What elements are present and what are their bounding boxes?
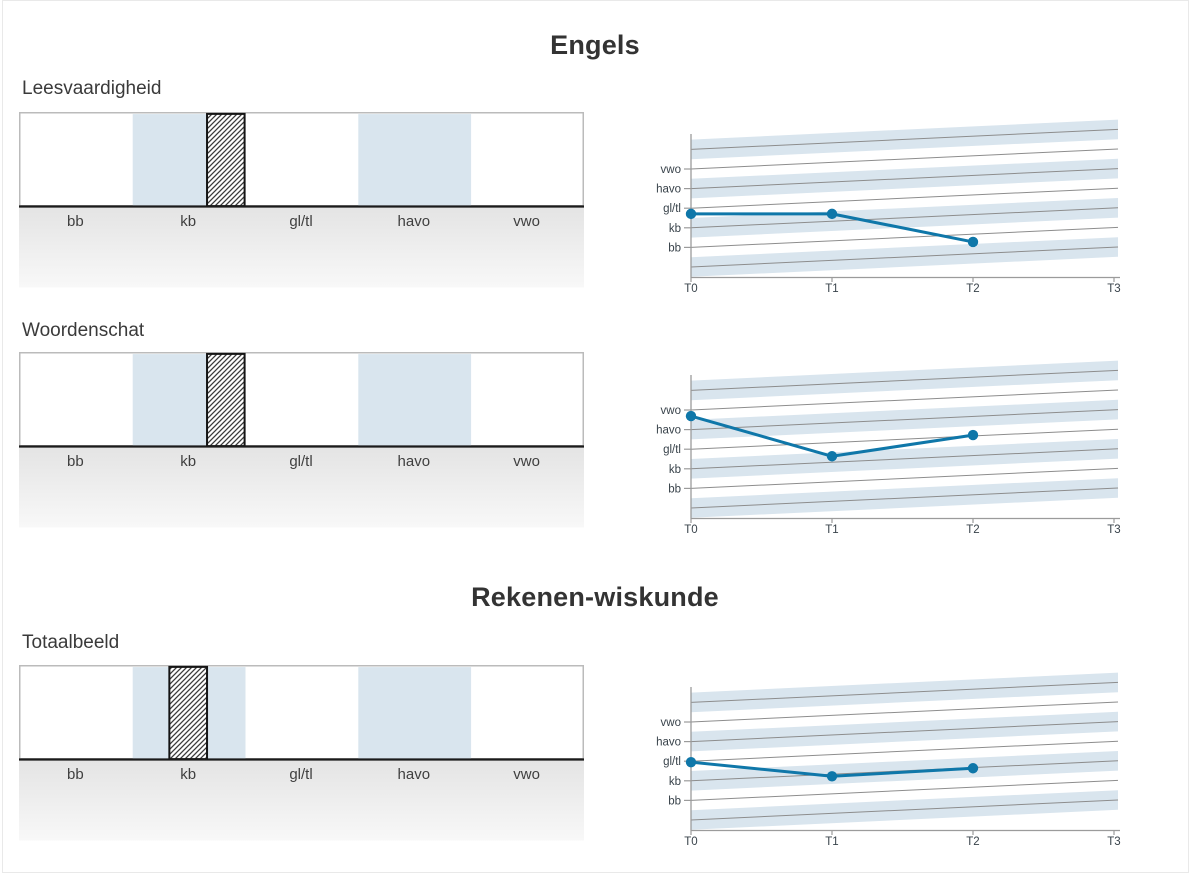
x-tick-label: T2	[966, 524, 979, 536]
reference-stripe-line	[690, 226, 1119, 248]
reference-stripe-line	[690, 128, 1119, 150]
data-point-T1[interactable]	[826, 451, 838, 462]
reference-stripe-line	[690, 779, 1119, 801]
x-tick-label: T0	[684, 524, 697, 536]
reference-band-havo	[358, 354, 472, 446]
reference-stripe-line	[690, 448, 1119, 470]
y-tick-label: vwo	[661, 164, 681, 176]
score-bar-leesvaardigheid[interactable]	[206, 112, 246, 208]
data-point-T2[interactable]	[967, 429, 979, 441]
reference-stripe-line	[690, 207, 1119, 229]
y-tick-label: havo	[656, 184, 681, 196]
x-tick-label: T3	[1107, 524, 1120, 536]
band-category-label-kb: kb	[180, 453, 196, 470]
data-point-T0[interactable]	[685, 756, 697, 768]
reference-stripe-line	[690, 740, 1119, 762]
reference-stripe-line	[690, 148, 1119, 170]
y-tick-label: havo	[656, 425, 681, 437]
band-chart-box	[19, 352, 584, 447]
y-tick-label: kb	[669, 464, 681, 476]
data-point-T2[interactable]	[967, 763, 979, 774]
level-band-chart-leesvaardigheid: bb kb gl/tl havo vwo	[19, 112, 584, 288]
data-point-T1[interactable]	[826, 771, 838, 782]
level-band-chart-woordenschat: bb kb gl/tl havo vwo	[19, 352, 584, 528]
band-category-label-bb: bb	[67, 766, 84, 783]
reference-band-havo	[358, 667, 472, 759]
x-tick-label: T3	[1107, 836, 1120, 848]
y-tick-label: bb	[668, 483, 681, 495]
y-tick-label: gl/tl	[663, 756, 681, 768]
band-category-label-vwo: vwo	[513, 213, 540, 230]
band-category-label-kb: kb	[180, 213, 196, 230]
label-strip	[19, 760, 584, 841]
reference-band-havo	[358, 114, 472, 206]
data-point-T0[interactable]	[685, 410, 697, 422]
level-band-chart-totaalbeeld: bb kb gl/tl havo vwo	[19, 665, 584, 841]
reference-stripe-line	[690, 168, 1119, 190]
label-strip	[19, 447, 584, 528]
y-tick-label: gl/tl	[663, 444, 681, 456]
x-tick-label: T1	[825, 836, 838, 848]
band-category-label-vwo: vwo	[513, 453, 540, 470]
score-bar-woordenschat[interactable]	[206, 352, 246, 448]
band-category-label-havo: havo	[398, 453, 431, 470]
row-title-totaalbeeld: Totaalbeeld	[22, 632, 120, 653]
row-title-leesvaardigheid: Leesvaardigheid	[22, 78, 162, 99]
band-category-label-bb: bb	[67, 453, 84, 470]
x-tick-label: T1	[825, 283, 838, 295]
y-tick-label: vwo	[661, 717, 681, 729]
reference-stripe-line	[690, 409, 1119, 431]
trend-chart-leesvaardigheid: vwo havo gl/tl kb bb T0 T1 T2 T3	[656, 119, 1121, 295]
reference-stripe-line	[690, 428, 1119, 450]
x-tick-label: T0	[684, 836, 697, 848]
y-tick-label: havo	[656, 737, 681, 749]
x-tick-label: T3	[1107, 283, 1120, 295]
band-chart-box	[19, 665, 584, 760]
x-tick-label: T0	[684, 283, 697, 295]
reference-stripe-line	[690, 701, 1119, 723]
reference-stripe-line	[690, 721, 1119, 743]
band-category-label-havo: havo	[398, 213, 431, 230]
y-tick-label: bb	[668, 795, 681, 807]
reference-stripe-line	[690, 389, 1119, 411]
label-strip	[19, 207, 584, 288]
data-point-T0[interactable]	[685, 208, 697, 220]
reference-stripe-line	[690, 187, 1119, 209]
y-tick-label: kb	[669, 223, 681, 235]
reference-stripe-line	[690, 799, 1119, 821]
band-category-label-havo: havo	[398, 766, 431, 783]
y-tick-label: vwo	[661, 405, 681, 417]
band-category-label-gl-tl: gl/tl	[289, 453, 312, 470]
score-bar-totaalbeeld[interactable]	[168, 665, 209, 761]
subject-heading-engels: Engels	[550, 30, 640, 60]
data-point-T1[interactable]	[826, 208, 838, 220]
trend-chart-totaalbeeld: vwo havo gl/tl kb bb T0 T1 T2 T3	[656, 672, 1121, 848]
band-category-label-gl-tl: gl/tl	[289, 213, 312, 230]
band-category-label-bb: bb	[67, 213, 84, 230]
band-chart-box	[19, 112, 584, 207]
y-tick-label: gl/tl	[663, 203, 681, 215]
reference-stripe-line	[690, 369, 1119, 391]
row-title-woordenschat: Woordenschat	[22, 320, 145, 341]
trend-chart-woordenschat: vwo havo gl/tl kb bb T0 T1 T2 T3	[656, 360, 1121, 536]
x-tick-label: T2	[966, 283, 979, 295]
reference-stripe-line	[690, 246, 1119, 268]
reference-stripe-line	[690, 487, 1119, 509]
y-tick-label: bb	[668, 242, 681, 254]
reference-stripe-line	[690, 467, 1119, 489]
band-category-label-vwo: vwo	[513, 766, 540, 783]
x-tick-label: T1	[825, 524, 838, 536]
subject-heading-rekenen-wiskunde: Rekenen-wiskunde	[471, 582, 719, 612]
y-tick-label: kb	[669, 776, 681, 788]
band-category-label-gl-tl: gl/tl	[289, 766, 312, 783]
band-category-label-kb: kb	[180, 766, 196, 783]
x-tick-label: T2	[966, 836, 979, 848]
reference-stripe-line	[690, 681, 1119, 703]
data-point-T2[interactable]	[967, 236, 979, 248]
